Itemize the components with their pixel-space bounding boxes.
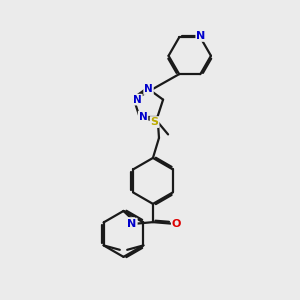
Text: N: N: [133, 94, 142, 105]
Text: N: N: [196, 31, 206, 41]
Text: N: N: [144, 84, 153, 94]
Text: O: O: [172, 219, 181, 229]
Text: N: N: [139, 112, 147, 122]
Text: H: H: [126, 218, 134, 228]
Text: S: S: [151, 117, 159, 127]
Text: N: N: [128, 219, 137, 229]
